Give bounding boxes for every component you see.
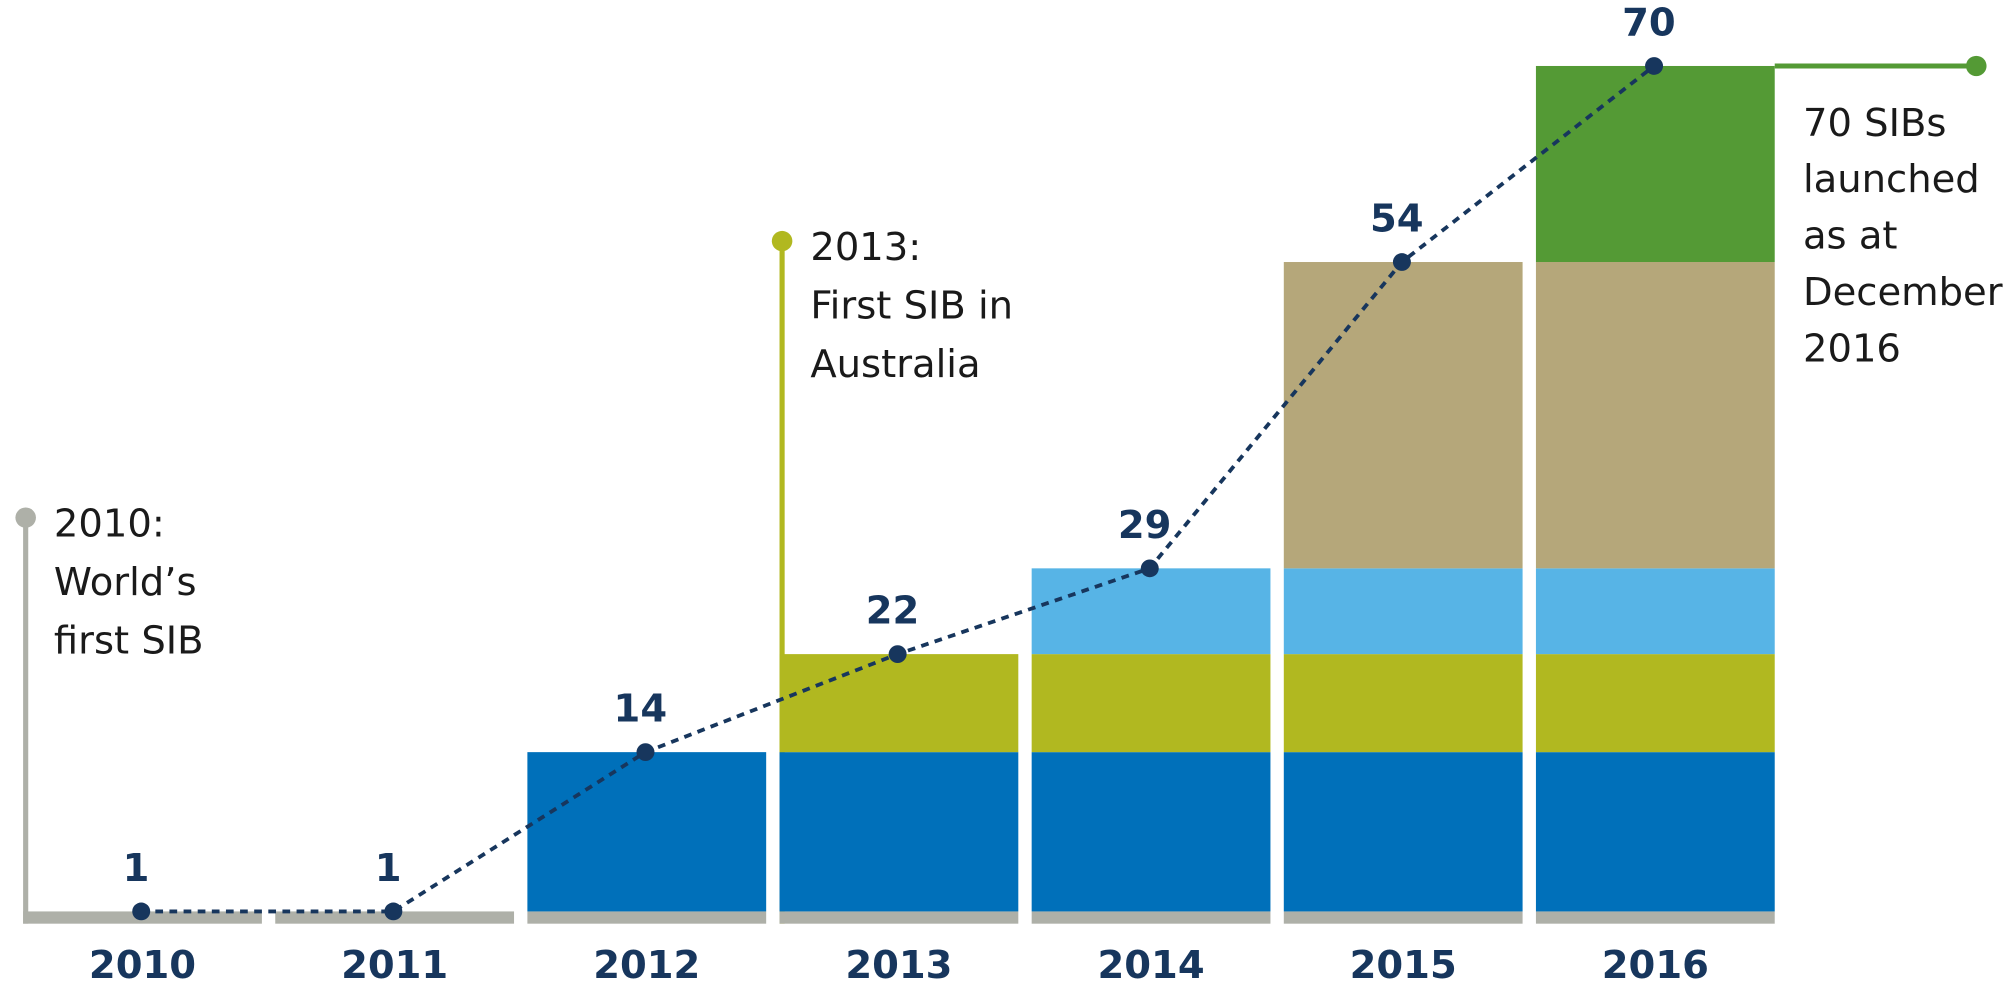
x-tick-label: 2015 <box>1350 943 1457 988</box>
x-tick-label: 2011 <box>341 943 448 988</box>
bar-segment <box>779 911 1019 924</box>
annotation-text: 2016 <box>1803 327 1901 372</box>
bar-segment <box>1283 752 1523 912</box>
bar-segment <box>1535 911 1775 924</box>
callout-dot <box>1966 55 1987 77</box>
bar-segment <box>1535 568 1775 655</box>
value-label: 22 <box>866 589 920 634</box>
value-label: 1 <box>375 846 402 891</box>
bar-segment <box>1031 911 1271 924</box>
bar-segment <box>1535 65 1775 263</box>
x-tick-label: 2013 <box>845 943 952 988</box>
total-point <box>132 902 151 921</box>
annotation-text: as at <box>1803 214 1898 259</box>
value-label: 29 <box>1118 503 1172 548</box>
bar-segment <box>1283 911 1523 924</box>
bar-segment <box>1535 654 1775 753</box>
annotation-text: Australia <box>810 342 980 387</box>
bar-segment <box>1535 262 1775 569</box>
bar-segment <box>1283 568 1523 655</box>
annotation-text: launched <box>1803 157 1980 202</box>
annotation-text: December <box>1803 270 2003 315</box>
bar-segment <box>1535 752 1775 912</box>
bar-segment <box>1031 568 1271 655</box>
annotation-text: 2010: <box>54 502 165 547</box>
value-label: 54 <box>1370 197 1424 242</box>
bar-segment <box>779 752 1019 912</box>
bar-segment <box>1283 262 1523 569</box>
value-label: 70 <box>1622 1 1676 46</box>
annotation-text: World’s <box>54 560 197 605</box>
value-label: 1 <box>123 846 150 891</box>
value-label: 14 <box>614 687 668 732</box>
bar-segment <box>779 654 1019 753</box>
total-point <box>636 743 655 762</box>
bar-segment <box>1031 654 1271 753</box>
x-tick-label: 2016 <box>1602 943 1709 988</box>
total-point <box>888 645 907 663</box>
callout-dot <box>771 230 793 252</box>
x-tick-label: 2012 <box>593 943 700 988</box>
total-point <box>384 902 403 921</box>
bar-segment <box>527 911 767 924</box>
x-tick-label: 2014 <box>1097 943 1204 988</box>
total-point <box>1392 253 1411 271</box>
total-point <box>1140 559 1159 578</box>
bar-segment <box>527 752 767 912</box>
x-tick-label: 2010 <box>89 943 196 988</box>
annotation-text: first SIB <box>54 619 204 664</box>
annotation-text: 70 SIBs <box>1803 101 1946 146</box>
annotation-text: First SIB in <box>810 284 1013 329</box>
bar-segment <box>1283 654 1523 753</box>
annotation-text: 2013: <box>810 225 921 270</box>
callout-dot <box>15 507 36 528</box>
total-point <box>1645 57 1664 75</box>
bar-segment <box>1031 752 1271 912</box>
